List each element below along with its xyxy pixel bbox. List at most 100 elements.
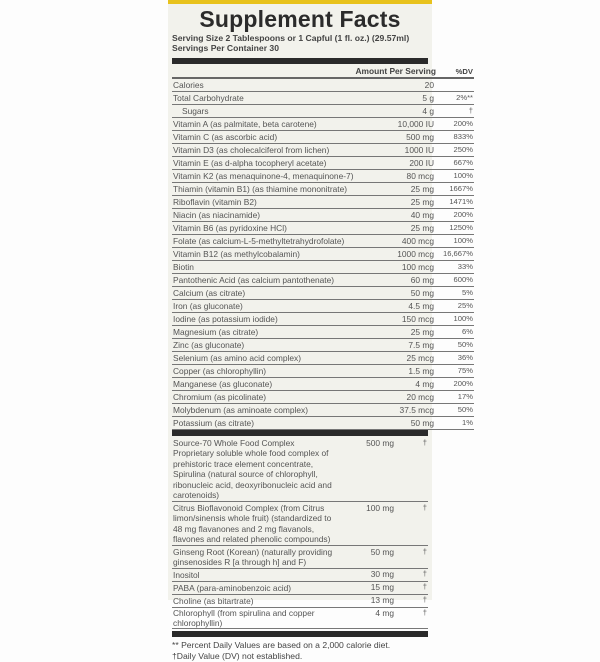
nutrient-amount: 20 — [354, 78, 442, 92]
nutrient-dv: 17% — [442, 390, 474, 404]
nutrient-name: Biotin — [172, 260, 355, 274]
ingredient-name: Inositol — [173, 569, 200, 580]
table-row: Folate (as calcium-L-5-methyltetrahydrof… — [172, 234, 474, 248]
nutrient-amount: 25 mg — [354, 195, 442, 209]
nutrient-name: Calories — [172, 78, 355, 92]
nutrient-dv: 33% — [442, 260, 474, 274]
nutrient-amount: 25 mg — [354, 221, 442, 235]
nutrient-amount: 5 g — [354, 91, 442, 105]
table-row: Inositol 30 mg † — [172, 568, 428, 582]
table-row: Molybdenum (as aminoate complex) 37.5 mcg… — [172, 403, 474, 417]
nutrient-dv: 36% — [442, 351, 474, 365]
nutrient-dv: 100% — [442, 169, 474, 183]
nutrient-dv: 1% — [442, 416, 474, 430]
nutrient-dv: 667% — [442, 156, 474, 170]
nutrient-name: Potassium (as citrate) — [172, 416, 355, 430]
table-row: Magnesium (as citrate) 25 mg 6% — [172, 325, 474, 339]
nutrient-dv: 833% — [442, 130, 474, 144]
nutrient-dv: 1250% — [442, 221, 474, 235]
nutrient-name: Sugars — [172, 104, 355, 118]
nutrient-amount: 500 mg — [354, 130, 442, 144]
footnote: ** Percent Daily Values are based on a 2… — [172, 639, 391, 650]
nutrient-dv: 25% — [442, 299, 474, 313]
nutrient-dv: † — [442, 104, 474, 118]
nutrient-dv: 100% — [442, 234, 474, 248]
nutrient-amount: 40 mg — [354, 208, 442, 222]
table-row: Vitamin B12 (as methylcobalamin) 1000 mcg… — [172, 247, 474, 261]
nutrient-name: Vitamin B12 (as methylcobalamin) — [172, 247, 355, 261]
nutrient-name: Pantothenic Acid (as calcium pantothenat… — [172, 273, 355, 287]
nutrient-dv: 50% — [442, 338, 474, 352]
ingredient-amount: 30 mg — [342, 568, 402, 582]
nutrient-name: Calcium (as citrate) — [172, 286, 355, 300]
nutrient-amount: 150 mcg — [354, 312, 442, 326]
nutrient-dv: 1667% — [442, 182, 474, 196]
nutrient-amount: 200 IU — [354, 156, 442, 170]
table-row: Total Carbohydrate 5 g 2%** — [172, 91, 474, 105]
table-header: Amount Per Serving %DV — [172, 65, 474, 79]
nutrient-dv — [442, 78, 474, 92]
table-row: Citrus Bioflavonoid Complex (from Citrus… — [172, 501, 428, 546]
table-row: Calories 20 — [172, 78, 474, 92]
nutrient-amount: 10,000 IU — [354, 117, 442, 131]
table-row: Manganese (as gluconate) 4 mg 200% — [172, 377, 474, 391]
nutrient-amount: 80 mcg — [354, 169, 442, 183]
ingredient-dv: † — [402, 607, 428, 629]
nutrient-amount: 25 mg — [354, 325, 442, 339]
nutrient-name: Vitamin D3 (as cholecalciferol from lich… — [172, 143, 355, 157]
table-row: Pantothenic Acid (as calcium pantothenat… — [172, 273, 474, 287]
nutrient-table: Amount Per Serving %DV Calories 20 Total C… — [172, 65, 474, 430]
divider-bar — [172, 58, 428, 64]
nutrient-name: Zinc (as gluconate) — [172, 338, 355, 352]
bottle-yellow-edge — [168, 0, 432, 4]
serving-size: Serving Size 2 Tablespoons or 1 Capful (… — [172, 33, 410, 43]
table-row: Selenium (as amino acid complex) 25 mcg 36… — [172, 351, 474, 365]
ingredient-name: PABA (para-aminobenzoic acid) — [173, 582, 292, 593]
nutrient-dv: 200% — [442, 208, 474, 222]
label-title: Supplement Facts — [199, 6, 401, 32]
table-row: Source-70 Whole Food Complex Proprietary … — [172, 436, 428, 502]
nutrient-name: Copper (as chlorophyllin) — [172, 364, 355, 378]
ingredient-dv: † — [402, 436, 428, 502]
nutrient-name: Chromium (as picolinate) — [172, 390, 355, 404]
nutrient-amount: 4.5 mg — [354, 299, 442, 313]
nutrient-name: Vitamin K2 (as menaquinone-4, menaquinon… — [172, 169, 355, 183]
nutrient-dv: 50% — [442, 403, 474, 417]
table-row: Vitamin C (as ascorbic acid) 500 mg 833% — [172, 130, 474, 144]
ingredient-name: Citrus Bioflavonoid Complex (from Citrus… — [173, 502, 332, 545]
nutrient-dv: 2%** — [442, 91, 474, 105]
nutrient-name: Vitamin A (as palmitate, beta carotene) — [172, 117, 355, 131]
table-row: Thiamin (vitamin B1) (as thiamine mononi… — [172, 182, 474, 196]
table-row: PABA (para-aminobenzoic acid) 15 mg † — [172, 581, 428, 595]
table-row: Choline (as bitartrate) 13 mg † — [172, 594, 428, 608]
nutrient-dv: 200% — [442, 117, 474, 131]
servings-per-container: Servings Per Container 30 — [172, 43, 279, 53]
dv-header: %DV — [442, 65, 474, 79]
ingredient-name: Chlorophyll (from spirulina and copper c… — [173, 607, 315, 628]
table-row: Iodine (as potassium iodide) 150 mcg 100% — [172, 312, 474, 326]
nutrient-amount: 7.5 mg — [354, 338, 442, 352]
nutrient-amount: 1000 IU — [354, 143, 442, 157]
table-row: Niacin (as niacinamide) 40 mg 200% — [172, 208, 474, 222]
table-row: Riboflavin (vitamin B2) 25 mg 1471% — [172, 195, 474, 209]
nutrient-dv: 100% — [442, 312, 474, 326]
table-row: Calcium (as citrate) 50 mg 5% — [172, 286, 474, 300]
nutrient-name: Manganese (as gluconate) — [172, 377, 355, 391]
nutrient-name: Molybdenum (as aminoate complex) — [172, 403, 355, 417]
table-row: Ginseng Root (Korean) (naturally providi… — [172, 545, 428, 569]
ingredient-amount: 50 mg — [342, 545, 402, 569]
nutrient-amount: 100 mcg — [354, 260, 442, 274]
nutrient-dv: 1471% — [442, 195, 474, 209]
nutrient-amount: 400 mcg — [354, 234, 442, 248]
nutrient-amount: 50 mg — [354, 286, 442, 300]
table-row: Chromium (as picolinate) 20 mcg 17% — [172, 390, 474, 404]
divider-bar — [172, 630, 428, 637]
nutrient-amount: 25 mcg — [354, 351, 442, 365]
nutrient-name: Magnesium (as citrate) — [172, 325, 355, 339]
nutrient-dv: 75% — [442, 364, 474, 378]
nutrient-name: Vitamin C (as ascorbic acid) — [172, 130, 355, 144]
nutrient-amount: 50 mg — [354, 416, 442, 430]
ingredient-name: Ginseng Root (Korean) (naturally providi… — [173, 546, 333, 568]
ingredient-dv: † — [402, 594, 428, 608]
nutrient-amount: 20 mcg — [354, 390, 442, 404]
